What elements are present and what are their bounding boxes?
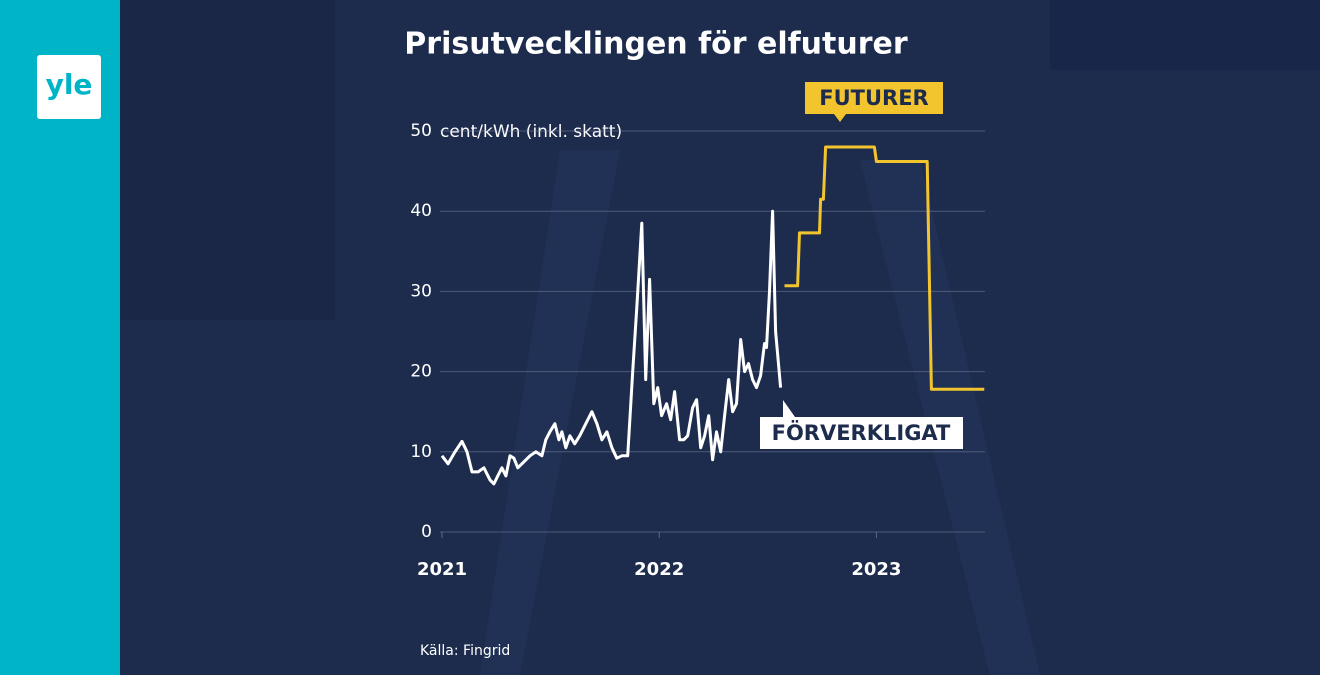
label-pointer <box>783 400 795 417</box>
logo-box <box>37 55 101 119</box>
series-line <box>784 145 985 391</box>
background-pylon <box>480 150 620 675</box>
y-tick-label: 0 <box>421 522 432 542</box>
series-label: FUTURER <box>819 86 928 110</box>
series-line <box>440 209 783 486</box>
source: Källa: Fingrid <box>420 643 510 659</box>
background-panel <box>1050 0 1320 70</box>
y-tick-label: 40 <box>410 201 432 221</box>
logo: yle <box>46 68 93 101</box>
y-tick-label: 10 <box>410 442 432 462</box>
y-tick-label: 20 <box>410 362 432 382</box>
y-tick-label: 30 <box>410 281 432 301</box>
label-box <box>805 82 943 122</box>
lines <box>440 145 985 486</box>
y-tick-label: 50 <box>410 121 432 141</box>
x-tick-label: 2022 <box>634 559 684 580</box>
x-tick-label: 2023 <box>851 559 901 580</box>
annotations: FUTURER FÖRVERKLIGAT <box>760 82 963 449</box>
x-tick-label: 2021 <box>417 559 467 580</box>
label-box <box>760 417 963 449</box>
grid: 0 10 20 30 40 50 2021 2022 2023 <box>410 121 985 580</box>
series-label: FÖRVERKLIGAT <box>772 420 951 445</box>
y-axis-label: cent/kWh (inkl. skatt) <box>440 122 622 142</box>
chart-title: Prisutvecklingen för elfuturer <box>404 27 908 62</box>
background-panel <box>120 0 335 320</box>
